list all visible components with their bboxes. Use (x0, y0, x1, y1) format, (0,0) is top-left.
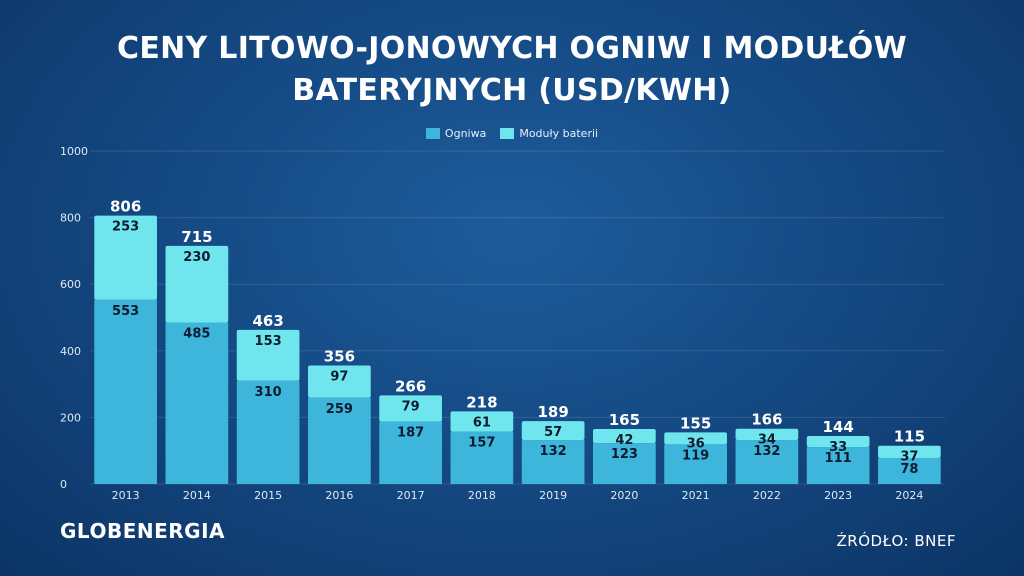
bar-modules-2013 (94, 215, 157, 300)
cells-label-2020: 123 (611, 447, 638, 462)
x-tick-label-2014: 2014 (183, 489, 211, 502)
cells-label-2018: 157 (468, 436, 495, 451)
legend-item-modules: Moduły baterii (500, 127, 598, 140)
bar-modules-2017 (379, 395, 442, 422)
cells-label-2021: 119 (682, 448, 709, 463)
modules-label-2015: 153 (255, 334, 282, 349)
total-label-2017: 266 (395, 377, 426, 395)
x-tick-label-2020: 2020 (610, 489, 638, 502)
cells-label-2016: 259 (326, 402, 353, 417)
bar-cells-2020 (593, 443, 656, 484)
modules-label-2017: 79 (402, 399, 420, 414)
x-tick-label-2024: 2024 (895, 489, 923, 502)
x-tick-label-2019: 2019 (539, 489, 567, 502)
modules-label-2016: 97 (330, 369, 348, 384)
bar-modules-2015 (236, 329, 300, 381)
bar-cells-2013 (94, 299, 157, 484)
bar-cells-2019 (521, 440, 585, 484)
x-tick-label-2015: 2015 (254, 489, 282, 502)
total-label-2021: 155 (680, 414, 711, 432)
y-tick-label-0: 0 (60, 478, 67, 491)
cells-label-2022: 132 (753, 444, 780, 459)
bar-modules-2018 (450, 411, 514, 432)
bar-cells-2017 (379, 421, 442, 484)
modules-label-2019: 57 (544, 425, 562, 440)
bar-modules-2020 (593, 429, 656, 444)
modules-label-2013: 253 (112, 220, 139, 235)
bar-cells-2022 (735, 440, 799, 484)
bar-modules-2021 (664, 432, 727, 445)
y-tick-label-400: 400 (60, 345, 81, 358)
bar-modules-2019 (521, 421, 585, 441)
total-label-2016: 356 (324, 347, 355, 365)
y-tick-label-800: 800 (60, 212, 81, 225)
total-label-2019: 189 (537, 403, 568, 421)
modules-label-2014: 230 (183, 250, 210, 265)
cells-label-2019: 132 (540, 444, 567, 459)
x-tick-label-2022: 2022 (753, 489, 781, 502)
modules-label-2024: 37 (900, 450, 918, 465)
chart-title: CENY LITOWO-JONOWYCH OGNIW I MODUŁÓW BAT… (0, 28, 1024, 112)
bar-cells-2021 (664, 444, 727, 484)
y-tick-label-1000: 1000 (60, 145, 88, 158)
source-note: ŹRÓDŁO: BNEF (836, 532, 956, 550)
bar-cells-2023 (806, 447, 870, 484)
x-tick-label-2016: 2016 (325, 489, 353, 502)
total-label-2013: 806 (110, 198, 141, 216)
title-line-1: CENY LITOWO-JONOWYCH OGNIW I MODUŁÓW (117, 31, 907, 66)
bar-cells-2016 (308, 397, 371, 484)
modules-label-2022: 34 (758, 433, 776, 448)
bar-modules-2014 (165, 245, 229, 323)
total-label-2014: 715 (181, 228, 212, 246)
modules-label-2023: 33 (829, 440, 847, 455)
modules-label-2021: 36 (687, 436, 705, 451)
y-tick-label-200: 200 (60, 411, 81, 424)
legend: Ogniwa Moduły baterii (0, 127, 1024, 140)
title-line-2: BATERYJNYCH (USD/KWH) (292, 73, 732, 108)
total-label-2023: 144 (822, 418, 853, 436)
x-tick-label-2021: 2021 (682, 489, 710, 502)
x-tick-label-2023: 2023 (824, 489, 852, 502)
bar-cells-2015 (236, 380, 300, 484)
total-label-2018: 218 (466, 393, 497, 411)
modules-label-2018: 61 (473, 415, 491, 430)
cells-label-2014: 485 (183, 326, 210, 341)
legend-swatch-modules (500, 128, 515, 139)
y-tick-label-600: 600 (60, 278, 81, 291)
bar-cells-2014 (165, 322, 229, 484)
cells-label-2023: 111 (825, 451, 852, 466)
total-label-2020: 165 (609, 411, 640, 429)
legend-item-cells: Ogniwa (425, 127, 487, 140)
x-tick-label-2013: 2013 (112, 489, 140, 502)
cells-label-2015: 310 (255, 385, 282, 400)
cells-label-2024: 78 (900, 462, 918, 477)
cells-label-2013: 553 (112, 304, 139, 319)
total-label-2015: 463 (252, 312, 283, 330)
bar-cells-2018 (450, 431, 514, 484)
x-tick-label-2018: 2018 (468, 489, 496, 502)
brand-logo: GLOBENERGIA (60, 519, 225, 543)
legend-label-cells: Ogniwa (444, 127, 487, 140)
bar-modules-2024 (878, 445, 941, 459)
legend-swatch-cells (425, 128, 440, 139)
total-label-2024: 115 (894, 428, 925, 446)
legend-label-modules: Moduły baterii (519, 127, 599, 140)
total-label-2022: 166 (751, 411, 782, 429)
bar-modules-2023 (806, 436, 870, 448)
bar-cells-2024 (878, 458, 941, 484)
bar-modules-2016 (308, 365, 371, 398)
x-tick-label-2017: 2017 (397, 489, 425, 502)
cells-label-2017: 187 (397, 426, 424, 441)
modules-label-2020: 42 (615, 433, 633, 448)
bar-modules-2022 (735, 428, 799, 441)
